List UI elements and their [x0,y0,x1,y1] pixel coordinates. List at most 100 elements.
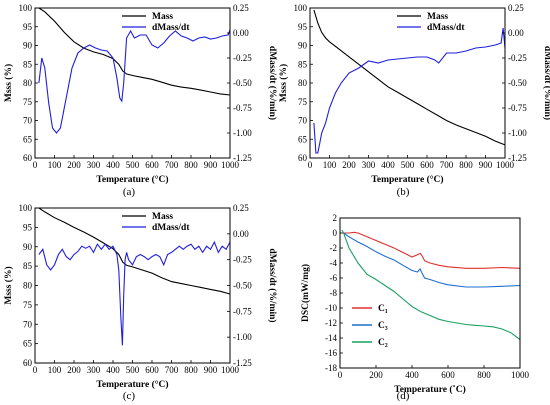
x-tick-label: 300 [87,365,101,375]
x-tick-label: 700 [165,160,179,170]
y-tick-label: 90 [298,41,308,51]
y-tick-label: 2 [333,213,338,223]
y-tick-label: 100 [19,203,33,213]
x-tick-label: 800 [184,365,198,375]
y2-tick-label: 0.00 [508,28,524,38]
y-tick-label: 100 [19,3,33,13]
y-tick-label: 75 [298,97,308,107]
y2-tick-label: -1.00 [233,332,252,342]
y-tick-label: 60 [23,153,33,163]
y2-axis-title: dMass/dt (%/min) [267,248,278,322]
y2-tick-label: -1.25 [233,358,252,368]
y-tick-label: -16 [325,348,337,358]
y2-tick-label: 0.00 [233,28,249,38]
y-tick-label: 60 [23,358,33,368]
x-tick-label: 1000 [221,365,240,375]
y-tick-label: -18 [325,363,337,373]
x-tick-label: 400 [381,160,395,170]
y-tick-label: 85 [23,59,33,69]
panel-b: 0 100 200 300 400 500 600 700 800 900 1000 60 65 70 75… [275,0,550,200]
y2-axis-title: dMass/dt (%/min) [267,46,278,120]
y-tick-label: 65 [23,339,33,349]
y2-tick-label: -0.25 [508,53,527,63]
y-tick-label: 85 [23,261,33,271]
y-tick-label: 100 [294,3,308,13]
x-tick-label: 600 [441,370,455,380]
y-tick-label: -12 [325,318,337,328]
y-tick-label: 95 [23,22,33,32]
caption-b: (b) [396,186,410,198]
y2-tick-label: -1.25 [508,153,527,163]
legend-label: dMass/dt [152,223,190,233]
y-tick-label: -4 [330,258,338,268]
x-tick-label: 1000 [511,370,530,380]
plot-frame [34,207,231,364]
x-tick-label: 400 [405,370,419,380]
y2-tick-label: -0.25 [233,255,252,265]
series-line-2 [38,29,231,134]
x-tick-label: 500 [126,365,140,375]
x-tick-label: 700 [440,160,454,170]
y-tick-label: 90 [23,41,33,51]
y-tick-label: -14 [325,333,337,343]
x-tick-label: 300 [362,160,376,170]
y-tick-label: 95 [23,222,33,232]
y-tick-label: 0 [333,228,338,238]
x-tick-label: 300 [87,160,101,170]
y2-tick-label: -0.75 [233,306,252,316]
legend-label: Mass [152,12,173,22]
x-tick-label: 100 [323,160,337,170]
plot-frame [339,217,521,369]
x-axis-title: Temperature (°C) [371,174,443,185]
y-tick-label: 70 [298,116,308,126]
chart-a: 0 100 200 300 400 500 600 700 800 900 1000 60 65 70 75… [3,3,278,185]
y-tick-label: -2 [330,243,338,253]
y-tick-label: 90 [23,242,33,252]
x-axis-title: Temperature (˚C) [394,384,466,395]
series-line-1 [38,7,231,96]
y2-tick-label: 0.25 [508,3,524,13]
y2-tick-label: -0.75 [233,103,252,113]
caption-c: (c) [122,390,136,402]
y-axis-title: Msss (%) [3,266,14,304]
x-tick-label: 200 [67,160,81,170]
y-tick-label: 95 [298,22,308,32]
x-tick-label: 0 [33,365,38,375]
x-tick-label: 400 [106,160,120,170]
x-tick-label: 700 [165,365,179,375]
y2-axis-title: dMass/dt (%/min) [542,46,550,120]
chart-c: 0 100 200 300 400 500 600 700 800 900 1000 60 65 70 75… [3,203,278,390]
y2-tick-label: -0.50 [233,281,252,291]
series-line-2 [343,232,521,288]
y-tick-label: 85 [298,59,308,69]
y-tick-label: -10 [325,303,337,313]
legend-label: C₃ [378,321,388,331]
y2-tick-label: -0.50 [508,78,527,88]
x-tick-label: 1000 [221,160,240,170]
y2-tick-label: -0.75 [508,103,527,113]
x-tick-label: 200 [369,370,383,380]
caption-a: (a) [122,186,136,198]
y-tick-label: -8 [330,288,338,298]
y2-tick-label: 0.00 [233,229,249,239]
y-tick-label: 70 [23,116,33,126]
x-tick-label: 0 [33,160,38,170]
y-tick-label: 70 [23,319,33,329]
panel-c: 0 100 200 300 400 500 600 700 800 900 1000 60 65 70 75… [0,200,278,405]
y2-tick-label: -1.25 [233,153,252,163]
y-tick-label: 80 [23,78,33,88]
y-axis-title: DSC(mW/mg) [300,264,311,322]
x-tick-label: 400 [106,365,120,375]
x-tick-label: 0 [338,370,343,380]
x-tick-label: 900 [204,160,218,170]
y-tick-label: 80 [298,78,308,88]
y-tick-label: 75 [23,300,33,310]
y-axis-title: Msss (%) [278,64,289,102]
y-tick-label: 75 [23,97,33,107]
y2-tick-label: -0.25 [233,53,252,63]
x-tick-label: 800 [477,370,491,380]
series-line-1 [38,207,231,295]
x-tick-label: 1000 [496,160,515,170]
plot-frame [309,7,506,159]
y-tick-label: -6 [330,273,338,283]
